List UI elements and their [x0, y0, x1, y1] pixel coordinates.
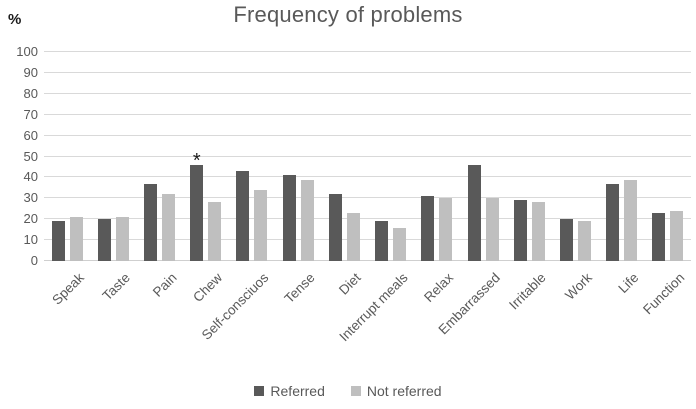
y-tick-label: 100 — [16, 44, 38, 59]
gridline — [44, 51, 691, 52]
y-tick-label: 30 — [23, 190, 38, 206]
bar-referred — [97, 219, 111, 261]
legend-label: Referred — [270, 383, 325, 399]
bar-referred — [144, 183, 158, 261]
category-label: Relax — [421, 270, 457, 306]
bar-not-referred — [69, 217, 83, 261]
gridline — [44, 260, 691, 261]
bar-not-referred — [300, 179, 314, 261]
bar-group-self-consciuos — [229, 52, 275, 261]
bar-group-work — [552, 52, 598, 261]
y-tick-label: 10 — [23, 232, 38, 248]
bar-not-referred — [531, 202, 545, 261]
gridline — [44, 155, 691, 157]
bar-referred: * — [190, 151, 204, 261]
legend-swatch-not-referred — [350, 386, 361, 396]
bar-referred — [513, 200, 527, 261]
gridline — [44, 176, 691, 178]
bar-group-speak — [44, 52, 90, 261]
bar-group-irritable — [506, 52, 552, 261]
y-tick-label: 0 — [30, 253, 38, 268]
bar-not-referred — [346, 212, 360, 261]
category-label: Work — [562, 270, 596, 303]
category-label: Function — [640, 270, 688, 318]
bar-referred — [467, 164, 481, 261]
bar-not-referred — [670, 210, 684, 261]
bar-referred — [328, 194, 342, 261]
bar-group-life — [599, 52, 645, 261]
bar-not-referred — [578, 221, 592, 261]
bar-referred — [282, 175, 296, 261]
bar-group-interrupt-meals — [368, 52, 414, 261]
y-tick-label: 40 — [23, 169, 38, 185]
bar-group-function — [645, 52, 691, 261]
bar-referred — [652, 212, 666, 261]
bar-not-referred — [254, 189, 268, 261]
bar-not-referred — [208, 202, 222, 261]
chart-title: Frequency of problems — [233, 2, 463, 27]
category-label: Tense — [281, 270, 318, 307]
chart-legend: Referred Not referred — [0, 383, 696, 399]
gridline — [44, 92, 691, 94]
y-tick-label: 60 — [23, 127, 38, 143]
bar-group-pain — [136, 52, 182, 261]
significance-asterisk: * — [192, 149, 201, 172]
bar-not-referred — [439, 198, 453, 261]
legend-swatch-referred — [254, 386, 265, 396]
legend-item-not-referred: Not referred — [350, 383, 442, 399]
category-label: Pain — [149, 270, 180, 300]
y-axis-unit-label: % — [8, 11, 22, 28]
gridline — [44, 218, 691, 220]
category-label: Taste — [99, 270, 133, 304]
legend-label: Not referred — [366, 383, 442, 399]
category-label: Speak — [49, 270, 87, 308]
plot-area: * — [44, 51, 691, 261]
bar-referred — [421, 196, 435, 261]
bar-group-diet — [321, 52, 367, 261]
category-label: Chew — [190, 270, 226, 306]
bar-referred — [236, 171, 250, 261]
gridline — [44, 71, 691, 73]
bar-not-referred — [162, 194, 176, 261]
bar-group-taste — [90, 52, 136, 261]
bar-group-tense — [275, 52, 321, 261]
bar-group-embarrassed — [460, 52, 506, 261]
y-tick-label: 90 — [23, 64, 38, 80]
bar-not-referred — [393, 227, 407, 261]
category-label: Irritable — [506, 270, 549, 313]
bar-referred — [51, 221, 65, 261]
gridline — [44, 113, 691, 115]
gridline — [44, 134, 691, 136]
bar-referred — [560, 219, 574, 261]
bar-not-referred — [485, 198, 499, 261]
legend-item-referred: Referred — [254, 383, 325, 399]
bar-not-referred — [624, 179, 638, 261]
gridline — [44, 197, 691, 199]
y-tick-label: 80 — [23, 85, 38, 101]
category-label: Diet — [336, 270, 365, 298]
gridline — [44, 239, 691, 241]
y-tick-label: 50 — [23, 148, 38, 164]
gridline-layer — [44, 51, 691, 261]
bars-layer: * — [44, 52, 691, 261]
bar-group-relax — [414, 52, 460, 261]
y-tick-label: 70 — [23, 106, 38, 122]
x-axis-category-labels: Speak Taste Pain Chew Self-consciuos Tense Die… — [0, 265, 696, 370]
bar-not-referred — [115, 217, 129, 261]
bar-referred — [375, 221, 389, 261]
category-label: Life — [615, 270, 642, 297]
bar-group-chew: * — [183, 52, 229, 261]
y-tick-label: 20 — [23, 211, 38, 227]
bar-referred — [606, 183, 620, 261]
